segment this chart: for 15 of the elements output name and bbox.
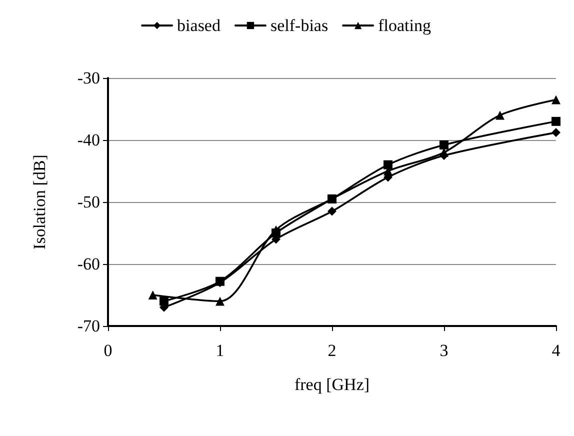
- x-tick-label: 1: [216, 341, 224, 360]
- x-axis-title: freq [GHz]: [294, 375, 370, 394]
- x-tick-label: 4: [552, 341, 561, 360]
- y-tick-label: -30: [77, 68, 100, 88]
- y-tick-label: -40: [77, 130, 100, 150]
- y-tick-label: -50: [77, 192, 100, 212]
- y-tick-label: -70: [77, 316, 100, 336]
- legend-label: floating: [378, 16, 432, 35]
- y-axis-title: Isolation [dB]: [30, 154, 49, 250]
- x-tick-label: 0: [104, 341, 112, 360]
- y-tick-label: -60: [77, 254, 100, 274]
- legend-label: self-bias: [270, 16, 328, 35]
- x-tick-label: 3: [440, 341, 448, 360]
- x-tick-label: 2: [328, 341, 336, 360]
- legend-label: biased: [177, 16, 221, 35]
